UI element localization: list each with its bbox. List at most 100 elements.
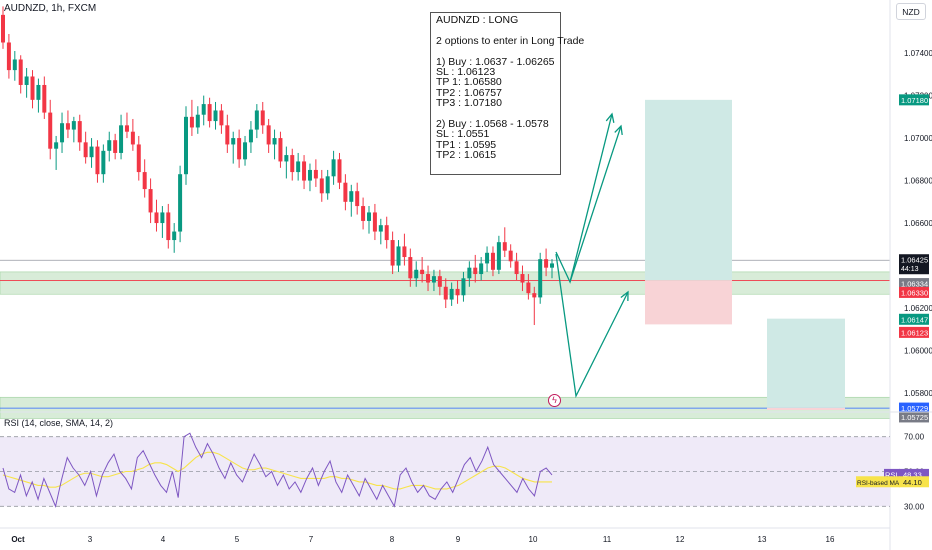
- candle: [420, 257, 425, 283]
- candle-body: [449, 288, 454, 300]
- candle-body: [290, 155, 295, 173]
- candle-body: [538, 259, 543, 298]
- rsi-badge-value: 48.33: [903, 470, 922, 479]
- candle-body: [54, 142, 59, 149]
- candle: [437, 269, 442, 296]
- candle-body: [461, 278, 466, 296]
- candle: [1, 6, 5, 49]
- candle-body: [36, 84, 41, 100]
- candle: [431, 269, 436, 292]
- candle-body: [101, 150, 106, 175]
- candle: [266, 118, 271, 153]
- candle-body: [420, 269, 425, 275]
- candle: [272, 129, 277, 160]
- candle-body: [390, 240, 395, 266]
- candle-body: [172, 231, 177, 241]
- candle-body: [307, 169, 312, 181]
- price-tick-label: 1.07400: [904, 49, 932, 58]
- candle: [378, 218, 383, 245]
- price-badge: [899, 254, 929, 275]
- candle-body: [396, 246, 401, 266]
- time-tick-label: 16: [826, 535, 835, 544]
- candle: [36, 78, 41, 113]
- candle: [130, 118, 135, 151]
- candle: [248, 121, 253, 153]
- candle: [148, 178, 153, 224]
- candle: [30, 70, 35, 109]
- candle-body: [502, 242, 507, 251]
- candle-body: [544, 259, 549, 268]
- candle: [60, 112, 65, 153]
- price-badge: [899, 313, 929, 325]
- candle: [307, 163, 312, 192]
- candle: [502, 227, 507, 258]
- price-badge: [899, 278, 929, 290]
- candle: [178, 165, 183, 243]
- candle: [225, 114, 230, 153]
- lightning-icon[interactable]: ϟ: [548, 394, 561, 407]
- candle-body: [313, 169, 318, 179]
- candle: [296, 152, 301, 181]
- candle-body: [48, 112, 53, 149]
- candle: [485, 246, 490, 272]
- candle: [243, 135, 248, 166]
- candle-body: [426, 274, 431, 283]
- candle: [496, 235, 501, 275]
- price-badge: [899, 94, 929, 106]
- rsi-badge-value-bg: [899, 468, 929, 480]
- candle-body: [302, 161, 307, 181]
- candle-body: [443, 286, 448, 300]
- candle-body: [195, 114, 200, 128]
- rsi-indicator-title[interactable]: RSI (14, close, SMA, 14, 2): [4, 418, 114, 428]
- candle: [426, 265, 431, 292]
- candle-body: [148, 189, 153, 213]
- annotation-line: TP2 : 1.0615: [436, 149, 497, 162]
- candle-body: [349, 191, 354, 202]
- candle: [443, 278, 448, 309]
- long-position-stop-1: [645, 280, 732, 325]
- candle-body: [278, 138, 283, 162]
- candle: [136, 135, 141, 181]
- candle: [325, 169, 330, 200]
- projection-arrow-option2: [555, 253, 629, 399]
- candle-body: [473, 267, 478, 275]
- candle: [219, 104, 224, 134]
- candle: [24, 67, 29, 98]
- projection-arrow-tp3-head: [605, 112, 615, 123]
- candle: [331, 150, 336, 185]
- candle-body: [24, 76, 29, 85]
- candle-body: [361, 206, 366, 221]
- rsi-ma-badge-value: 44.10: [903, 478, 922, 487]
- price-badge: [899, 286, 929, 298]
- currency-badge[interactable]: NZD: [896, 3, 926, 20]
- time-tick-label: Oct: [11, 535, 25, 544]
- candle: [550, 259, 554, 279]
- candle-body: [71, 121, 76, 130]
- candle: [65, 110, 70, 139]
- candle-body: [231, 138, 236, 145]
- candle: [189, 99, 194, 136]
- rsi-tick-label: 30.00: [904, 502, 925, 511]
- candle-body: [83, 142, 88, 158]
- candle-body: [166, 212, 171, 241]
- candle-body: [18, 59, 23, 85]
- candle: [372, 203, 377, 241]
- candle: [278, 131, 283, 168]
- candle: [349, 184, 354, 217]
- candle: [479, 257, 484, 281]
- candle: [77, 114, 82, 151]
- candle-body: [496, 242, 501, 270]
- candle-body: [266, 125, 271, 145]
- candle: [355, 182, 360, 215]
- price-badge-label: 1.06334: [901, 280, 928, 289]
- candle: [154, 199, 159, 232]
- candle: [48, 99, 53, 160]
- candle-body: [142, 172, 147, 190]
- rsi-badge-label: RSI: [885, 470, 898, 479]
- long-position-target-1: [645, 99, 732, 281]
- candle-body: [485, 252, 490, 264]
- candle-body: [455, 288, 460, 296]
- candle: [42, 76, 47, 119]
- candle: [319, 169, 324, 202]
- candle: [361, 197, 366, 230]
